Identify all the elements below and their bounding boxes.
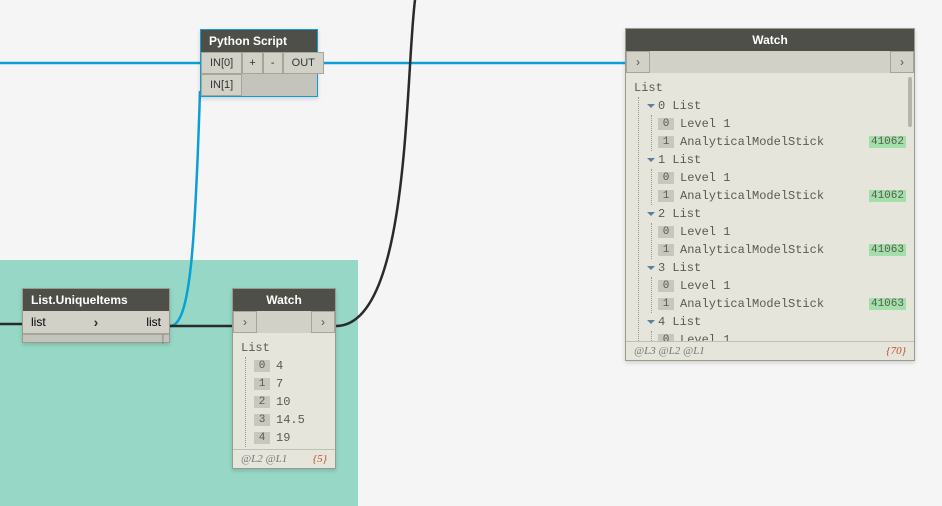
list-group-header[interactable]: 2 List [647, 205, 906, 223]
watch-footer: @L3 @L2 @L1 {70} [626, 341, 914, 360]
list-item: 0Level 1 [658, 169, 906, 187]
remove-input-button[interactable]: - [263, 52, 283, 74]
list-item: 419 [254, 429, 327, 447]
node-title: Watch [626, 29, 914, 51]
node-title: List.UniqueItems [23, 289, 169, 311]
list-group-header[interactable]: 4 List [647, 313, 906, 331]
watch-input-port[interactable]: › [626, 51, 650, 73]
lacing-indicator: ⎮ [23, 334, 169, 342]
list-item: 1AnalyticalModelStick41063 [658, 241, 906, 259]
list-item: 1AnalyticalModelStick41063 [658, 295, 906, 313]
list-group-header[interactable]: 3 List [647, 259, 906, 277]
list-item: 04 [254, 357, 327, 375]
watch-node-small[interactable]: Watch › › List 04 17 210 314.5 419 @L2 @… [232, 288, 336, 469]
watch-content: List 04 17 210 314.5 419 [233, 333, 335, 449]
scrollbar[interactable] [908, 77, 912, 127]
add-input-button[interactable]: + [242, 52, 262, 74]
list-item: 1AnalyticalModelStick41062 [658, 133, 906, 151]
list-item: 1AnalyticalModelStick41062 [658, 187, 906, 205]
output-port-list[interactable]: list [138, 311, 169, 333]
list-group-header[interactable]: 1 List [647, 151, 906, 169]
input-port-1[interactable]: IN[1] [201, 74, 242, 96]
watch-output-port[interactable]: › [890, 51, 914, 73]
list-item: 0Level 1 [658, 115, 906, 133]
list-item: 314.5 [254, 411, 327, 429]
watch-footer: @L2 @L1 {5} [233, 449, 335, 468]
watch-output-port[interactable]: › [311, 311, 335, 333]
input-port-0[interactable]: IN[0] [201, 52, 242, 74]
list-item: 210 [254, 393, 327, 411]
lacing-chevron-icon[interactable]: › [54, 311, 139, 333]
node-title: Python Script [201, 30, 317, 52]
list-uniqueitems-node[interactable]: List.UniqueItems list › list ⎮ [22, 288, 170, 343]
list-item: 0Level 1 [658, 277, 906, 295]
list-item: 17 [254, 375, 327, 393]
watch-content[interactable]: List 0 List0Level 11AnalyticalModelStick… [626, 73, 914, 341]
list-group-header[interactable]: 0 List [647, 97, 906, 115]
watch-input-port[interactable]: › [233, 311, 257, 333]
input-port-list[interactable]: list [23, 311, 54, 333]
watch-node-big[interactable]: Watch › › List 0 List0Level 11Analytical… [625, 28, 915, 361]
python-script-node[interactable]: Python Script IN[0] IN[1] + - OUT [200, 29, 318, 97]
list-item: 0Level 1 [658, 223, 906, 241]
node-title: Watch [233, 289, 335, 311]
list-item: 0Level 1 [658, 331, 906, 341]
output-port[interactable]: OUT [283, 52, 324, 74]
